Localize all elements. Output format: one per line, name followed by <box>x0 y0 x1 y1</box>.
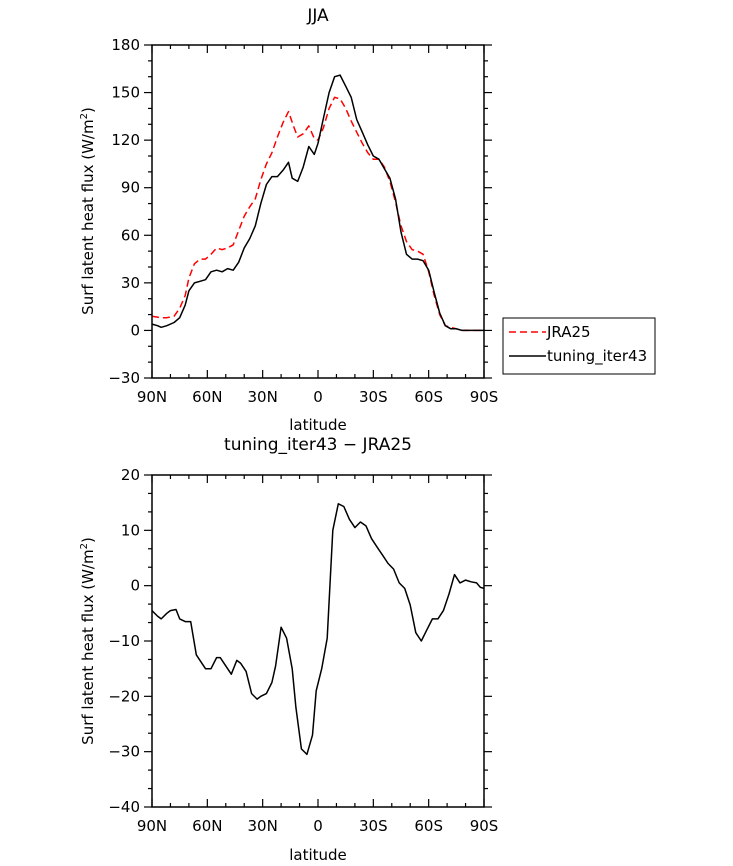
lower-y-tick-label: −30 <box>108 743 140 761</box>
legend-label-tuning-iter43: tuning_iter43 <box>547 347 647 366</box>
lower-y-tick-label: −10 <box>108 632 140 650</box>
lower-x-tick-label: 30N <box>248 817 278 835</box>
lower-x-tick-label: 60S <box>414 817 443 835</box>
upper-x-tick-label: 60N <box>192 388 222 406</box>
upper-y-axis-label: Surf latent heat flux (W/m2) <box>79 107 97 315</box>
lower-y-tick-label: 0 <box>130 577 140 595</box>
legend: JRA25 tuning_iter43 <box>502 317 656 375</box>
upper-x-tick-label: 30N <box>248 388 278 406</box>
lower-y-tick-label: 10 <box>121 521 140 539</box>
lower-y-tick-label: 20 <box>121 466 140 484</box>
upper-x-axis-label: latitude <box>289 416 347 434</box>
lower-y-axis-label: Surf latent heat flux (W/m2) <box>79 537 97 745</box>
upper-chart-panel: JJA 90N 60N 30N 0 30S 60S 90S −30 0 30 60 90 120 150 1… <box>79 6 656 434</box>
upper-x-tick-label: 0 <box>313 388 323 406</box>
lower-y-tick-label: −40 <box>108 798 140 816</box>
upper-y-tick-label: 90 <box>121 179 140 197</box>
lower-y-tick-label: −20 <box>108 687 140 705</box>
upper-x-tick-label: 60S <box>414 388 443 406</box>
upper-y-tick-label: −30 <box>108 369 140 387</box>
upper-x-tick-label: 30S <box>359 388 388 406</box>
upper-chart-title: JJA <box>306 6 329 26</box>
legend-box <box>502 317 656 375</box>
upper-y-tick-label: 150 <box>111 84 140 102</box>
upper-y-tick-label: 120 <box>111 131 140 149</box>
lower-x-axis-label: latitude <box>289 846 347 864</box>
upper-y-tick-label: 30 <box>121 274 140 292</box>
upper-y-tick-label: 180 <box>111 36 140 54</box>
lower-x-tick-label: 0 <box>313 817 323 835</box>
lower-x-tick-label: 30S <box>359 817 388 835</box>
upper-series-line-jra25 <box>151 96 484 332</box>
lower-x-tick-label: 60N <box>192 817 222 835</box>
upper-series-line-tuning-iter43 <box>151 74 484 332</box>
upper-x-tick-label: 90N <box>137 388 167 406</box>
lower-chart-title: tuning_iter43 − JRA25 <box>224 435 412 455</box>
lower-x-tick-label: 90S <box>470 817 499 835</box>
lower-x-tick-label: 90N <box>137 817 167 835</box>
upper-x-tick-label: 90S <box>470 388 499 406</box>
upper-y-tick-label: 60 <box>121 226 140 244</box>
legend-label-jra25: JRA25 <box>546 323 591 341</box>
lower-plot-frame <box>151 474 485 808</box>
lower-chart-panel: tuning_iter43 − JRA25 90N 60N 30N 0 30S 60S 90… <box>79 435 498 864</box>
upper-y-tick-label: 0 <box>130 321 140 339</box>
upper-plot-frame <box>151 44 485 379</box>
lower-series-line-0 <box>151 503 485 756</box>
